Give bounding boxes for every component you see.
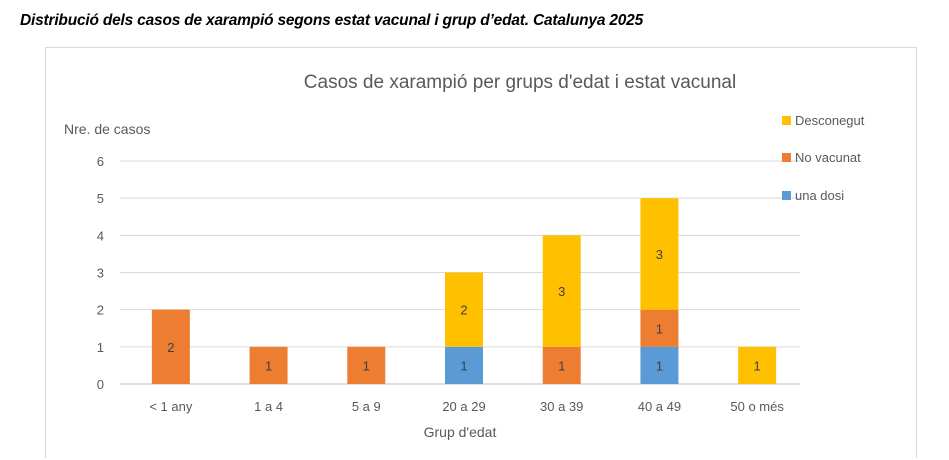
bar-segment — [445, 272, 483, 347]
x-tick-label: 30 a 39 — [540, 399, 583, 414]
bar-segment — [640, 198, 679, 310]
x-tick-label: 40 a 49 — [638, 399, 681, 414]
legend-swatch — [782, 116, 791, 125]
bar-segment — [542, 346, 581, 384]
y-axis-label: Nre. de casos — [64, 121, 150, 137]
figure-heading: Distribució dels casos de xarampió segon… — [20, 12, 644, 29]
data-label: 2 — [460, 303, 467, 318]
y-tick-label: 6 — [97, 154, 104, 169]
bar-segment — [738, 346, 777, 384]
y-tick-label: 1 — [97, 340, 104, 355]
data-label: 1 — [363, 358, 370, 373]
bar-segment — [640, 346, 679, 384]
y-tick-label: 3 — [97, 266, 104, 281]
data-label: 1 — [656, 321, 663, 336]
legend-label: Desconegut — [795, 113, 865, 128]
legend-label: una dosi — [795, 188, 844, 203]
data-label: 1 — [754, 358, 761, 373]
data-label: 2 — [167, 340, 174, 355]
y-tick-label: 4 — [97, 228, 104, 243]
data-label: 1 — [265, 358, 272, 373]
data-label: 1 — [460, 358, 467, 373]
bar-segment — [640, 309, 679, 347]
bar-segment — [151, 309, 190, 384]
data-label: 3 — [656, 247, 663, 262]
x-tick-label: < 1 any — [149, 399, 193, 414]
legend-label: No vacunat — [795, 150, 861, 165]
data-label: 3 — [558, 284, 565, 299]
y-tick-label: 0 — [97, 377, 104, 392]
x-tick-label: 50 o més — [730, 399, 784, 414]
x-tick-label: 1 a 4 — [254, 399, 283, 414]
bar-segment — [445, 346, 483, 384]
x-tick-label: 20 a 29 — [442, 399, 485, 414]
x-tick-label: 5 a 9 — [352, 399, 381, 414]
chart-frame — [45, 47, 917, 458]
bar-segment — [347, 346, 386, 384]
legend-swatch — [782, 153, 791, 162]
data-label: 1 — [656, 358, 663, 373]
chart-title: Casos de xarampió per grups d'edat i est… — [304, 72, 736, 93]
bar-segment — [542, 235, 581, 347]
y-tick-label: 2 — [97, 303, 104, 318]
data-label: 1 — [558, 358, 565, 373]
bar-segment — [249, 346, 288, 384]
x-axis-label: Grup d'edat — [424, 424, 497, 440]
y-tick-label: 5 — [97, 191, 104, 206]
legend-swatch — [782, 191, 791, 200]
